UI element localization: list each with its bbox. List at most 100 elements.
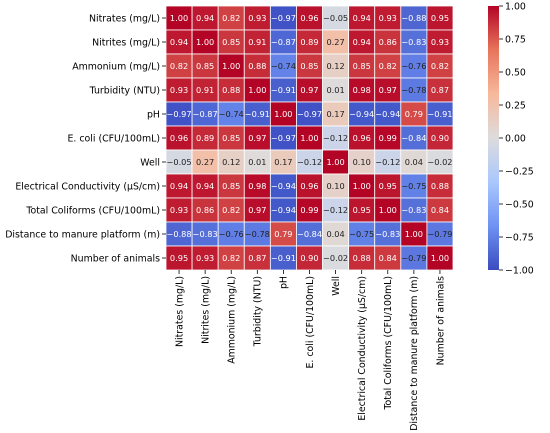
cell-value-label: 0.91 <box>196 85 214 95</box>
heatmap-cell <box>348 5 376 31</box>
cell-value-label: 0.96 <box>170 133 188 143</box>
cell-value-label: 1.00 <box>170 13 188 23</box>
cell-value-label: −0.79 <box>427 229 452 239</box>
cell-value-label: −0.76 <box>219 229 244 239</box>
colorbar-tick-label: 0.00 <box>505 133 526 144</box>
row-label: Electrical Conductivity (µS/cm) <box>15 181 160 192</box>
cell-value-label: 0.89 <box>300 37 318 47</box>
heatmap-cell <box>426 29 454 55</box>
heatmap-cell <box>426 173 454 199</box>
cell-value-label: 0.79 <box>274 229 292 239</box>
heatmap-cell <box>165 125 193 151</box>
cell-value-label: −0.02 <box>427 157 452 167</box>
colorbar-tick-label: 0.75 <box>505 34 526 45</box>
cell-value-label: −0.74 <box>271 61 296 71</box>
heatmap-cell <box>165 149 193 175</box>
column-label: Nitrates (mg/L) <box>174 276 185 347</box>
cell-value-label: 0.01 <box>326 85 344 95</box>
cell-value-label: −0.87 <box>271 37 296 47</box>
heatmap-cell <box>165 197 193 223</box>
cell-value-label: −0.12 <box>323 205 348 215</box>
heatmap-cell <box>191 173 219 199</box>
cell-value-label: 0.82 <box>222 13 240 23</box>
cell-value-label: 0.96 <box>300 181 318 191</box>
colorbar-gradient <box>488 6 499 270</box>
cell-value-label: −0.12 <box>297 157 322 167</box>
cell-value-label: −0.94 <box>271 205 296 215</box>
cell-value-label: 0.93 <box>248 13 266 23</box>
cell-value-label: −0.83 <box>401 37 426 47</box>
colorbar-tick-label: 1.00 <box>505 1 526 12</box>
cell-value-label: 0.90 <box>300 253 318 263</box>
heatmap-cell <box>243 221 271 247</box>
cell-value-label: 0.04 <box>405 157 423 167</box>
cell-value-label: −0.91 <box>245 109 270 119</box>
cell-value-label: 0.82 <box>431 61 449 71</box>
cell-value-label: 1.00 <box>196 37 214 47</box>
heatmap-cell <box>400 149 428 175</box>
cell-value-label: −0.75 <box>401 181 426 191</box>
cell-value-label: 0.10 <box>353 157 371 167</box>
cell-value-label: −0.94 <box>375 109 400 119</box>
heatmap-cell <box>400 101 428 127</box>
cell-value-label: 0.98 <box>248 181 266 191</box>
heatmap-cell <box>269 101 297 127</box>
cell-value-label: −0.97 <box>297 109 322 119</box>
cell-value-label: 0.94 <box>196 181 214 191</box>
cell-value-label: 1.00 <box>326 157 344 167</box>
cell-value-label: −0.91 <box>427 109 452 119</box>
cell-value-label: −0.88 <box>167 229 192 239</box>
heatmap-cell <box>400 197 428 223</box>
heatmap-cell <box>400 173 428 199</box>
heatmap-cell <box>374 53 402 79</box>
heatmap-cell <box>322 197 350 223</box>
cell-value-label: 0.27 <box>196 157 214 167</box>
cell-value-label: 1.00 <box>222 61 240 71</box>
cell-value-label: 0.94 <box>353 13 371 23</box>
cell-value-label: 0.88 <box>431 181 449 191</box>
cell-value-label: 0.98 <box>353 85 371 95</box>
colorbar-tick-label: −1.00 <box>505 265 534 276</box>
column-label: Number of animals <box>435 276 446 365</box>
cell-value-label: −0.83 <box>375 229 400 239</box>
cell-value-label: 0.95 <box>431 13 449 23</box>
cell-value-label: 0.93 <box>170 205 188 215</box>
cell-value-label: 1.00 <box>353 181 371 191</box>
cell-value-label: 0.86 <box>379 37 397 47</box>
heatmap-cell <box>269 221 297 247</box>
heatmap-cell <box>269 29 297 55</box>
heatmap-cell <box>374 149 402 175</box>
cell-value-label: 0.93 <box>431 37 449 47</box>
cell-value-label: 0.94 <box>170 181 188 191</box>
cell-value-label: 0.82 <box>222 205 240 215</box>
heatmap-cells: 1.00 0.94 0.82 0.93 −0.97 0.96 −0.05 0.94 0.93 −0… <box>165 5 454 271</box>
heatmap-cell <box>374 101 402 127</box>
cell-value-label: 0.86 <box>196 205 214 215</box>
cell-value-label: 0.97 <box>300 85 318 95</box>
cell-value-label: 0.94 <box>353 37 371 47</box>
colorbar-tick-label: 0.25 <box>505 100 526 111</box>
row-label: Nitrites (mg/L) <box>92 37 160 48</box>
heatmap-cell <box>296 5 323 31</box>
cell-value-label: 1.00 <box>300 133 318 143</box>
column-label: pH <box>279 276 290 289</box>
heatmap-cell <box>322 101 350 127</box>
cell-value-label: −0.91 <box>271 253 296 263</box>
cell-value-label: 0.01 <box>248 157 266 167</box>
cell-value-label: −0.12 <box>323 133 348 143</box>
cell-value-label: 0.82 <box>379 61 397 71</box>
row-label: Ammonium (mg/L) <box>72 61 160 72</box>
cell-value-label: −0.75 <box>349 229 374 239</box>
cell-value-label: 1.00 <box>405 229 423 239</box>
column-label: E. coli (CFU/100mL) <box>305 276 316 369</box>
column-label: Total Coliforms (CFU/100mL) <box>383 276 394 411</box>
row-label: Well <box>140 157 160 168</box>
heatmap-cell <box>426 149 454 175</box>
heatmap-cell <box>400 245 428 271</box>
cell-value-label: 0.97 <box>379 85 397 95</box>
cell-value-label: 0.85 <box>222 181 240 191</box>
cell-value-label: 0.82 <box>222 253 240 263</box>
heatmap-cell <box>426 101 454 127</box>
